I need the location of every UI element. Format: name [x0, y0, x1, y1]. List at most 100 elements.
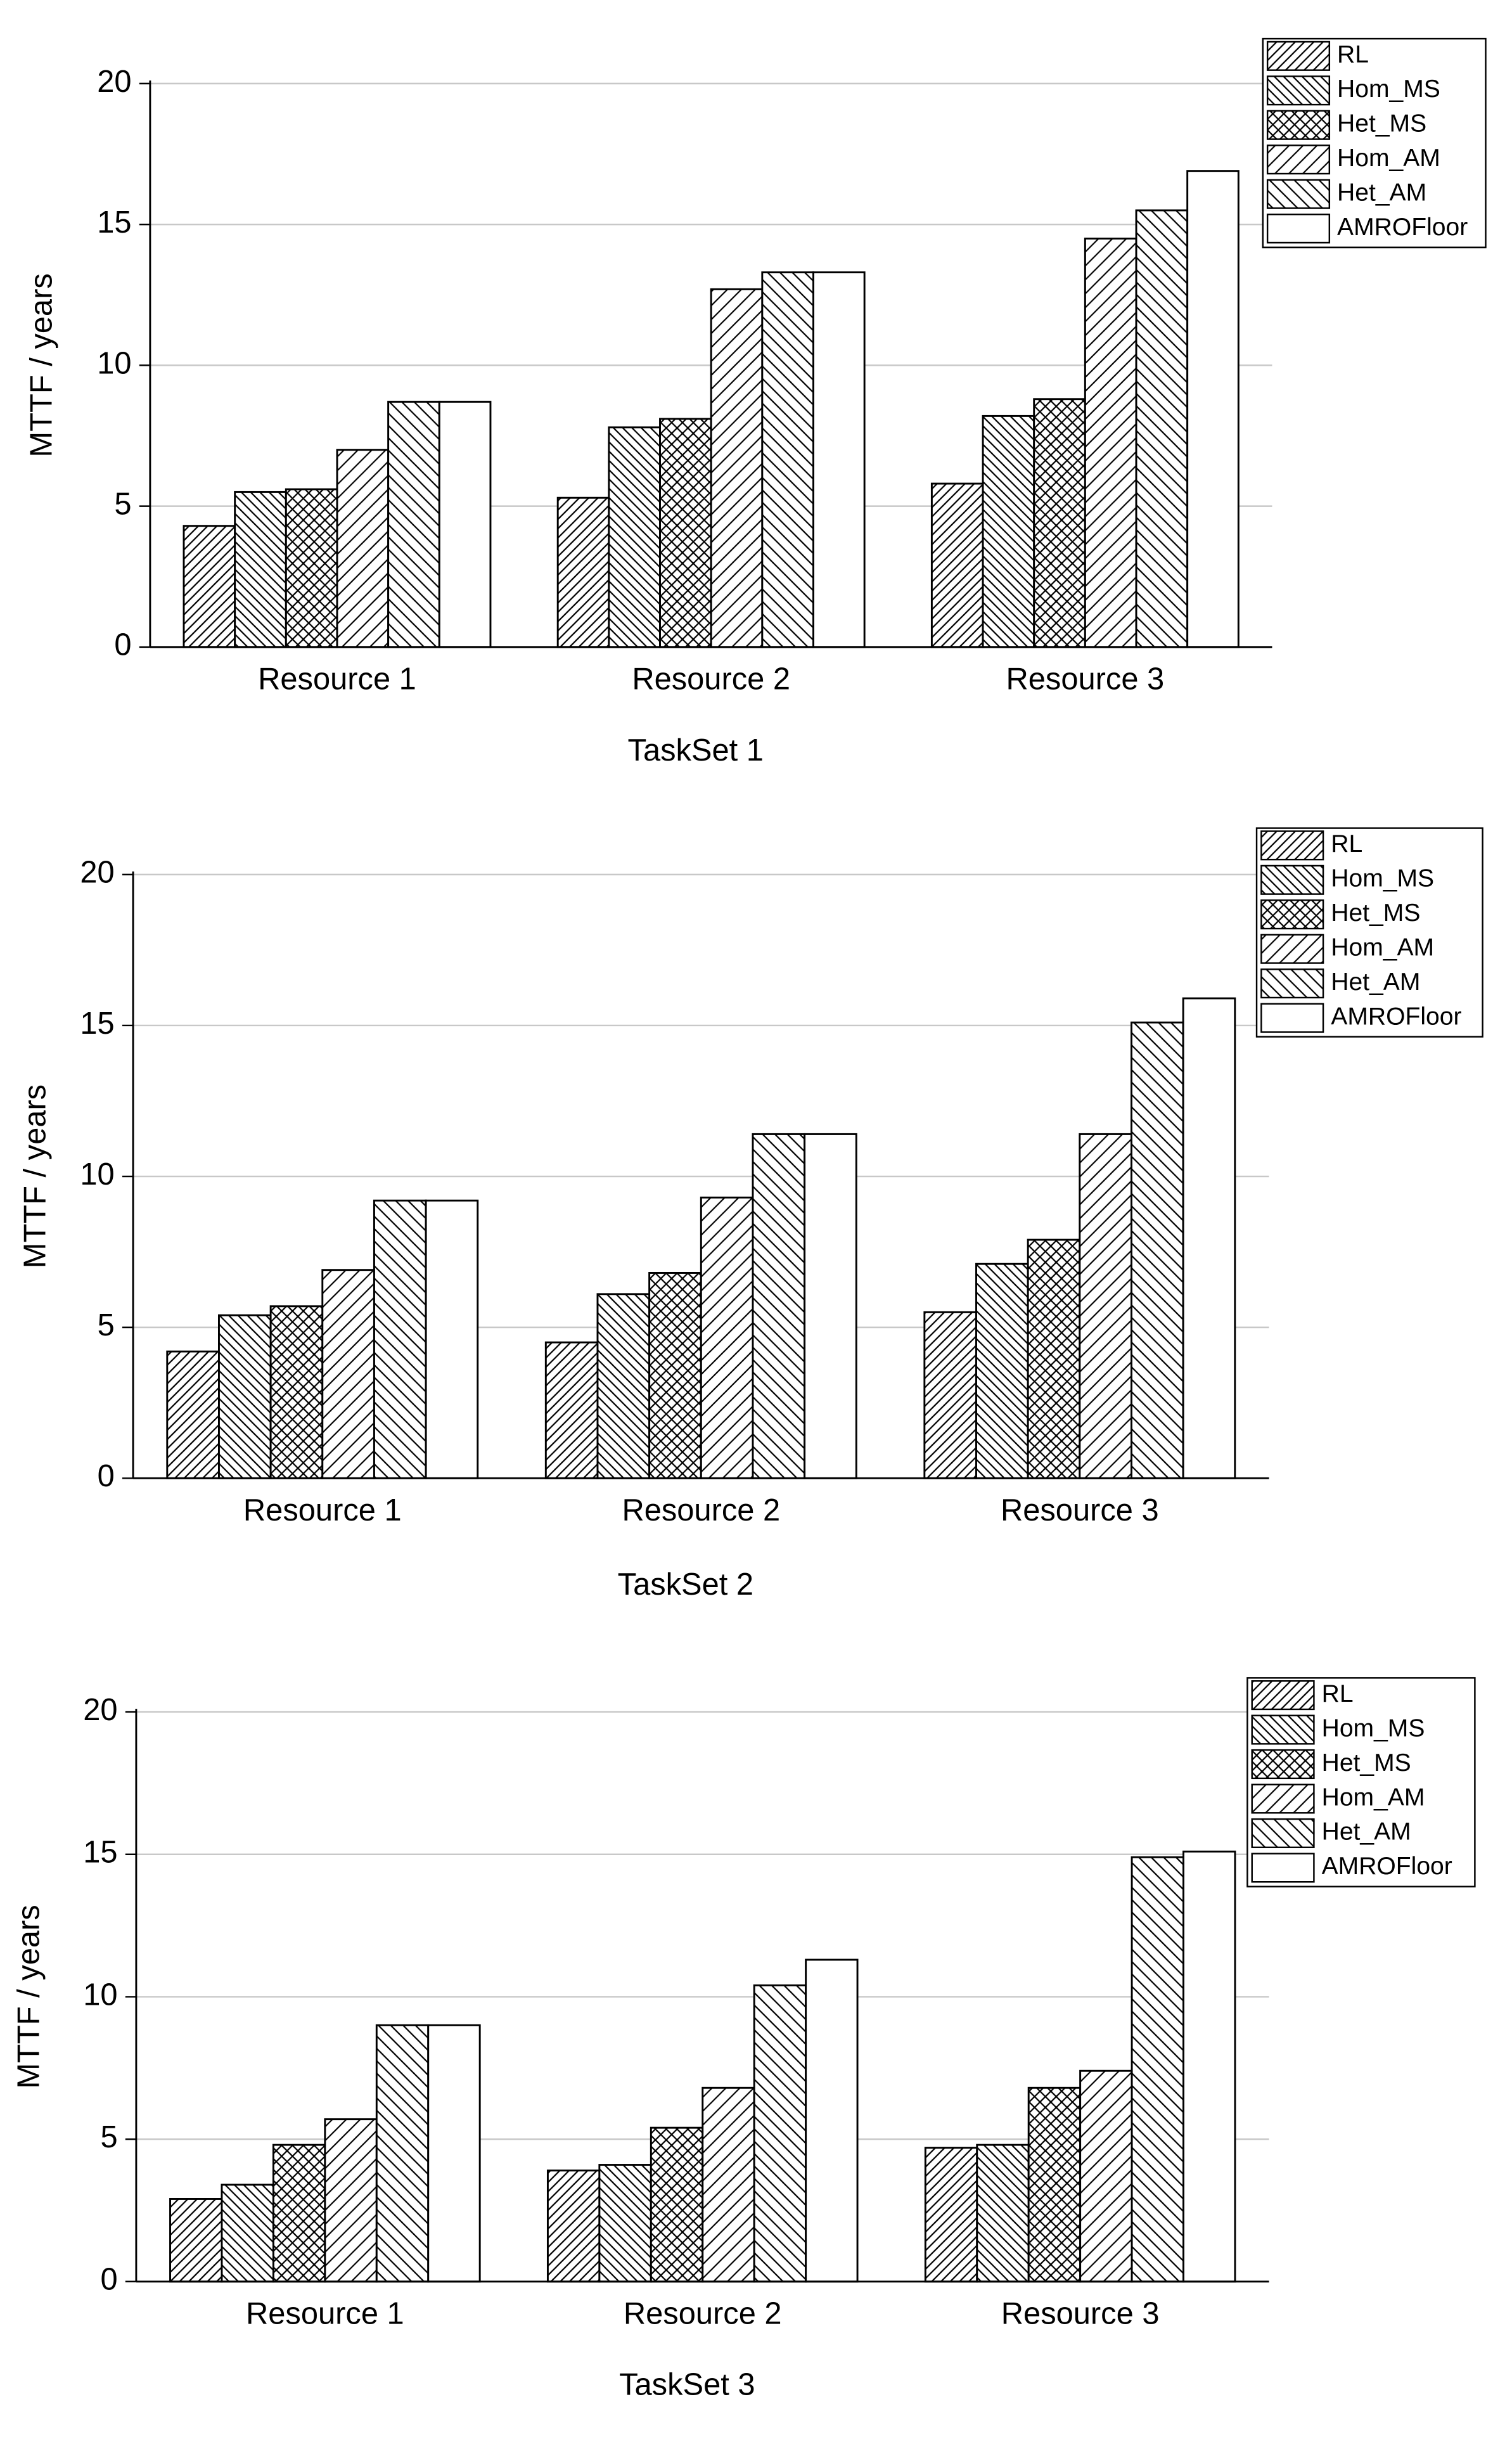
legend-swatch	[1251, 1714, 1315, 1745]
legend-swatch	[1266, 110, 1331, 140]
bar	[285, 488, 338, 648]
bar	[761, 271, 814, 648]
x-tick-label: Resource 1	[258, 662, 416, 696]
legend-label: Het_AM	[1331, 968, 1420, 996]
legend-swatch	[1260, 899, 1324, 930]
bar	[1182, 997, 1236, 1479]
legend-swatch	[1266, 179, 1331, 209]
legend-swatch	[1266, 41, 1331, 71]
bar	[272, 2144, 326, 2283]
bar	[598, 2164, 652, 2283]
bar	[1084, 237, 1137, 648]
legend-swatch	[1251, 1853, 1315, 1883]
y-tick-label: 5	[100, 2120, 117, 2154]
legend-swatch	[1260, 830, 1324, 861]
x-tick-label: Resource 1	[246, 2296, 404, 2331]
legend-label: Het_MS	[1322, 1749, 1411, 1777]
x-axis-title: TaskSet 1	[628, 733, 764, 768]
bar	[659, 418, 712, 648]
bar	[1131, 1856, 1184, 2283]
x-axis-title: TaskSet 3	[619, 2368, 755, 2402]
bar	[387, 401, 440, 648]
legend-swatch	[1260, 968, 1324, 999]
legend-swatch	[1251, 1680, 1315, 1711]
y-tick-label: 0	[98, 1459, 115, 1493]
legend-label: Het_AM	[1337, 179, 1426, 206]
legend-swatch	[1266, 75, 1331, 106]
bar	[596, 1293, 651, 1479]
legend-label: RL	[1322, 1680, 1354, 1707]
bar	[221, 2183, 274, 2283]
x-tick-label: Resource 1	[243, 1493, 402, 1527]
bar	[648, 1271, 702, 1479]
bar	[812, 271, 866, 648]
bar	[753, 1984, 807, 2283]
bar	[804, 1133, 857, 1479]
bar	[805, 1958, 859, 2283]
bar	[923, 1311, 977, 1479]
y-tick-label: 10	[80, 1157, 114, 1192]
bar	[1033, 398, 1086, 648]
legend-swatch	[1251, 1784, 1315, 1814]
bar	[982, 415, 1035, 648]
bar	[1079, 1133, 1132, 1479]
bar	[702, 2087, 755, 2283]
x-tick-label: Resource 2	[624, 2296, 782, 2331]
legend-label: AMROFloor	[1322, 1853, 1452, 1880]
bar	[336, 449, 390, 648]
y-tick-label: 10	[97, 346, 131, 380]
legend-label: RL	[1331, 830, 1362, 858]
y-tick-label: 20	[97, 65, 131, 99]
bar	[546, 2170, 601, 2283]
bar	[169, 2198, 223, 2283]
y-tick-label: 0	[114, 628, 131, 662]
legend-swatch	[1251, 1818, 1315, 1848]
bar	[556, 496, 610, 648]
x-tick-label: Resource 3	[1001, 1493, 1159, 1527]
x-tick-label: Resource 3	[1006, 662, 1165, 696]
bar	[427, 2024, 481, 2283]
bar	[166, 1350, 220, 1479]
y-tick-label: 0	[100, 2263, 117, 2297]
bar	[234, 491, 287, 648]
bar	[1186, 170, 1240, 648]
legend-swatch	[1260, 865, 1324, 895]
legend-label: Hom_MS	[1337, 75, 1440, 103]
bar	[1182, 1850, 1236, 2283]
bar	[1027, 1238, 1081, 1479]
bar	[544, 1341, 599, 1479]
y-tick-label: 5	[98, 1308, 115, 1342]
legend-label: Het_MS	[1337, 110, 1426, 138]
bar	[930, 482, 984, 648]
bar	[752, 1133, 806, 1479]
bar	[1079, 2069, 1133, 2283]
legend-swatch	[1260, 934, 1324, 964]
bar	[975, 1263, 1029, 1479]
bar	[425, 1199, 479, 1479]
bar	[608, 426, 661, 648]
legend-swatch	[1260, 1003, 1324, 1033]
bar	[183, 525, 236, 648]
bar	[650, 2126, 704, 2283]
bar	[321, 1269, 375, 1479]
bar	[324, 2118, 378, 2283]
y-axis-title: MTTF / years	[24, 273, 58, 457]
y-tick-label: 15	[80, 1006, 114, 1041]
x-tick-label: Resource 2	[632, 662, 790, 696]
legend-label: Hom_AM	[1337, 145, 1440, 172]
bar	[700, 1196, 754, 1479]
legend-swatch	[1251, 1749, 1315, 1780]
legend-label: Hom_AM	[1322, 1784, 1425, 1811]
bar	[438, 401, 492, 648]
bar	[1131, 1021, 1184, 1479]
bar	[1135, 209, 1189, 648]
x-axis-title: TaskSet 2	[618, 1567, 753, 1602]
legend-label: Hom_AM	[1331, 934, 1434, 961]
legend-label: Hom_MS	[1331, 865, 1434, 892]
bar	[924, 2147, 978, 2283]
x-tick-label: Resource 3	[1001, 2296, 1160, 2331]
bar	[375, 2024, 430, 2283]
y-tick-label: 15	[83, 1836, 117, 1870]
bar	[217, 1314, 272, 1479]
